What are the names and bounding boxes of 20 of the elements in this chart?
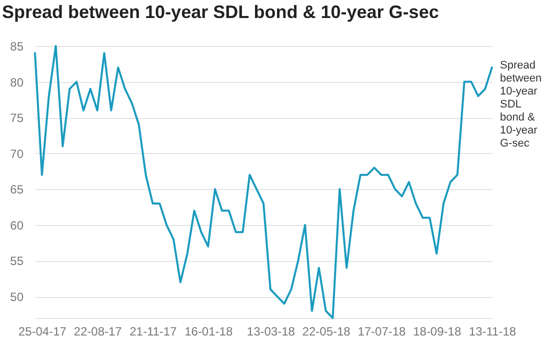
x-tick-label: 18-09-18 <box>413 324 462 338</box>
y-tick-label: 60 <box>10 218 24 232</box>
y-tick-label: 65 <box>10 182 24 197</box>
chart-title: Spread between 10-year SDL bond & 10-year G-sec <box>2 2 439 22</box>
x-tick-label: 21-11-17 <box>130 324 178 338</box>
x-tick-label: 22-05-18 <box>302 324 351 338</box>
y-tick-label: 85 <box>10 40 24 54</box>
x-tick-label: 22-08-17 <box>74 324 122 338</box>
x-tick-label: 25-04-17 <box>18 324 67 338</box>
line-series <box>34 45 493 319</box>
y-tick-label: 80 <box>10 75 24 90</box>
y-tick-label: 55 <box>10 254 24 268</box>
x-tick-label: 13-11-18 <box>468 324 516 338</box>
y-tick-label: 70 <box>10 146 24 161</box>
y-tick-label: 50 <box>10 290 24 304</box>
y-tick-label: 75 <box>10 111 24 126</box>
x-tick-label: 17-07-18 <box>358 324 406 338</box>
x-tick-label: 16-01-18 <box>184 324 233 338</box>
x-tick-label: 13-03-18 <box>246 324 296 338</box>
series-label: Spread between 10-year SDL bond & 10-year G-sec <box>500 59 542 150</box>
